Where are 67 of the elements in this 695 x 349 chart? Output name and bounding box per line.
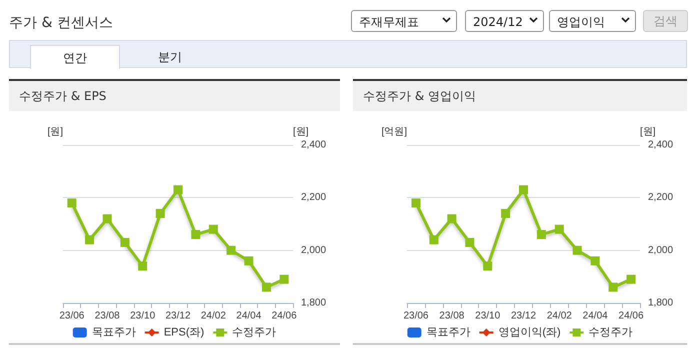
y2-axis-title: [원]	[293, 126, 309, 138]
y2-tick-label: 2,400	[301, 140, 326, 150]
x-tick-label: 23/12	[510, 310, 536, 322]
point	[608, 282, 618, 292]
x-tick-label: 24/06	[618, 310, 644, 322]
legend-label: EPS(좌)	[164, 326, 204, 338]
y2-tick-label: 2,200	[648, 192, 674, 204]
point	[501, 208, 510, 218]
x-tick-label: 24/04	[582, 310, 608, 322]
text: 주재무제표	[351, 10, 457, 32]
x-tick-label: 24/02	[546, 310, 572, 322]
text: 검색	[643, 10, 688, 32]
x-tick-label: 24/02	[200, 310, 226, 322]
legend-label: 목표주가	[426, 326, 470, 338]
x-tick-label: 23/10	[130, 310, 156, 322]
x-tick-label: 23/10	[475, 310, 501, 322]
point	[536, 230, 546, 240]
point	[465, 238, 474, 247]
point	[429, 235, 438, 244]
point	[244, 256, 254, 266]
x-tick-label: 23/08	[439, 310, 465, 322]
legend-label: 영업이익(좌)	[498, 326, 561, 338]
x-tick-label: 24/04	[236, 310, 262, 322]
legend-label: 목표주가	[92, 326, 136, 338]
point	[174, 185, 182, 194]
y2-axis-title: [원]	[640, 126, 656, 138]
point	[411, 198, 420, 208]
x-tick-label: 24/06	[272, 310, 298, 322]
point	[156, 208, 165, 218]
point	[572, 246, 582, 255]
chart-title: 수정주가 & EPS	[9, 81, 340, 111]
x-tick-label: 23/12	[165, 310, 191, 322]
point	[120, 238, 130, 247]
point	[483, 262, 492, 271]
point	[626, 274, 636, 284]
y-axis-title: [억원]	[381, 126, 408, 138]
point	[226, 246, 236, 255]
point	[262, 282, 271, 292]
point	[208, 224, 218, 234]
y2-tick-label: 2,400	[648, 140, 674, 150]
point	[67, 198, 76, 208]
point	[590, 256, 600, 266]
point	[102, 214, 112, 224]
point	[554, 224, 564, 234]
y2-tick-label: 2,000	[648, 244, 674, 256]
x-tick-label: 23/06	[403, 310, 429, 322]
point	[519, 185, 528, 194]
x-tick-label: 23/08	[94, 310, 120, 322]
y2-tick-label: 2,000	[301, 244, 326, 256]
x-tick-label: 23/06	[59, 310, 85, 322]
y2-tick-label: 1,800	[301, 298, 326, 308]
legend-label: 수정주가	[232, 326, 276, 338]
legend-label: 수정주가	[588, 326, 633, 338]
y-axis-title: [원]	[47, 126, 64, 138]
y2-tick-label: 1,800	[648, 298, 674, 308]
point	[85, 235, 94, 244]
point	[280, 274, 289, 284]
text: 분기	[157, 49, 183, 66]
text: 주가 & 컨센서스	[9, 14, 113, 32]
point	[138, 262, 148, 271]
text: 연간	[30, 45, 120, 69]
chart-title: 수정주가 & 영업이익	[353, 81, 687, 111]
text: 영업이익	[549, 10, 636, 32]
point	[447, 214, 456, 224]
text: 2024/12	[465, 10, 544, 32]
y2-tick-label: 2,200	[301, 192, 326, 204]
point	[191, 230, 200, 240]
